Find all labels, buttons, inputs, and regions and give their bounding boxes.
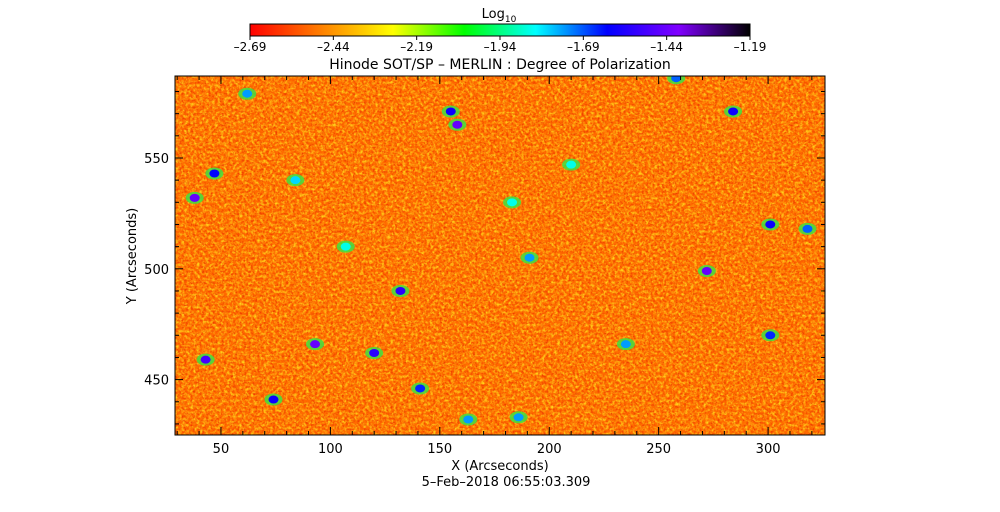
colorbar-title: Log10 bbox=[482, 7, 517, 25]
colorbar-tick-label: –1.19 bbox=[734, 40, 767, 54]
colorbar-ticks: –2.69 –2.44 –2.19 –1.94 –1.69 –1.44 –1.19 bbox=[234, 36, 767, 54]
patch-core bbox=[463, 415, 474, 424]
patch-core bbox=[507, 198, 518, 207]
x-axis-label: X (Arcseconds) bbox=[451, 459, 548, 474]
patch-core bbox=[620, 340, 631, 349]
y-axis-label: Y (Arcseconds) bbox=[125, 208, 140, 305]
heatmap-patches bbox=[185, 76, 817, 426]
patch-core bbox=[242, 89, 253, 98]
y-tick-label: 500 bbox=[144, 263, 169, 278]
colorbar-tick-label: –1.94 bbox=[484, 40, 517, 54]
x-tick-label: 100 bbox=[318, 442, 343, 457]
heatmap-texture-dark bbox=[175, 76, 825, 435]
patch-core bbox=[340, 242, 351, 251]
patch-core bbox=[513, 413, 524, 422]
patch-core bbox=[728, 107, 739, 116]
patch-core bbox=[765, 220, 776, 229]
y-tick-label: 450 bbox=[144, 374, 169, 389]
patch-core bbox=[566, 160, 577, 169]
patch-core bbox=[268, 395, 279, 404]
y-axis: 450 500 550 bbox=[144, 91, 825, 425]
colorbar-tick-label: –2.69 bbox=[234, 40, 267, 54]
patch-core bbox=[310, 340, 321, 349]
colorbar-tick-label: –2.44 bbox=[317, 40, 350, 54]
patch-core bbox=[765, 331, 776, 340]
timestamp: 5–Feb–2018 06:55:03.309 bbox=[422, 475, 591, 490]
patch-core bbox=[369, 349, 380, 358]
x-tick-label: 150 bbox=[427, 442, 452, 457]
x-tick-label: 50 bbox=[213, 442, 230, 457]
patch-core bbox=[452, 120, 463, 129]
chart-title: Hinode SOT/SP – MERLIN : Degree of Polar… bbox=[329, 57, 671, 73]
patch-core bbox=[701, 267, 712, 276]
x-axis: 50 100 150 200 250 300 bbox=[176, 76, 813, 457]
patch-core bbox=[395, 286, 406, 295]
patch-core bbox=[671, 76, 682, 83]
colorbar-tick-label: –1.44 bbox=[650, 40, 683, 54]
patch-core bbox=[189, 193, 200, 202]
colorbar-tick-label: –1.69 bbox=[567, 40, 600, 54]
heatmap bbox=[175, 76, 825, 435]
patch-core bbox=[209, 169, 220, 178]
patch-core bbox=[524, 253, 535, 262]
colorbar: –2.69 –2.44 –2.19 –1.94 –1.69 –1.44 –1.19 bbox=[234, 23, 767, 54]
colorbar-tick-label: –2.19 bbox=[400, 40, 433, 54]
x-tick-label: 250 bbox=[646, 442, 671, 457]
colorbar-gradient bbox=[249, 23, 751, 37]
x-tick-label: 200 bbox=[537, 442, 562, 457]
patch-core bbox=[200, 355, 211, 364]
plot-frame bbox=[174, 75, 826, 436]
patch-core bbox=[445, 107, 456, 116]
patch-core bbox=[415, 384, 426, 393]
x-tick-label: 300 bbox=[756, 442, 781, 457]
patch-core bbox=[290, 176, 301, 185]
y-tick-label: 550 bbox=[144, 152, 169, 167]
patch-core bbox=[802, 224, 813, 233]
